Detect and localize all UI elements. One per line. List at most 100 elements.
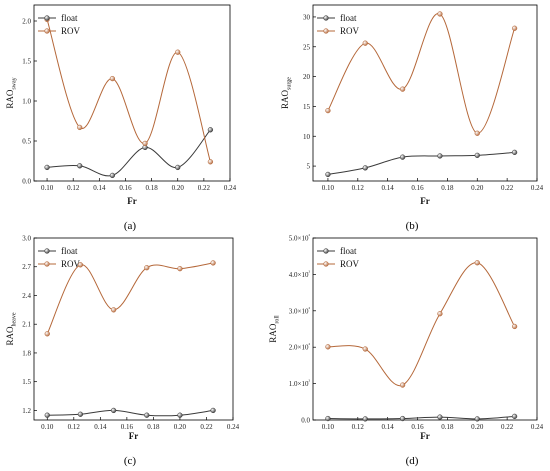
data-point <box>511 25 518 31</box>
y-tick-label: 2.7 <box>22 263 31 271</box>
y-tick-label: 3.0 <box>22 235 31 243</box>
legend-label: ROV <box>61 26 81 36</box>
y-tick-label: 25 <box>303 43 311 51</box>
x-tick-label: 0.10 <box>322 184 335 192</box>
x-tick-label: 0.10 <box>41 423 54 431</box>
y-tick-label: 1.0 <box>22 98 31 106</box>
data-point <box>110 407 117 414</box>
series-line-rov <box>46 19 211 162</box>
data-point <box>144 412 150 418</box>
y-tick-label: 20 <box>303 73 311 81</box>
legend-label: float <box>61 13 78 23</box>
x-tick-label: 0.14 <box>93 184 106 192</box>
y-tick-label: 2.0 <box>22 18 31 26</box>
y-tick-label: 2.0×10² <box>289 343 311 352</box>
plot-frame <box>33 4 231 182</box>
x-tick-label: 0.14 <box>382 423 395 431</box>
y-tick-label: 5 <box>307 163 311 171</box>
x-tick-label: 0.24 <box>227 423 240 431</box>
data-point <box>437 11 443 17</box>
x-tick-label: 0.22 <box>501 423 514 431</box>
data-point <box>325 415 331 422</box>
data-point <box>362 40 368 46</box>
y-tick-label: 5.0×10² <box>289 234 311 243</box>
x-tick-label: 0.24 <box>224 184 237 192</box>
x-axis-title: Fr <box>420 431 430 441</box>
data-point <box>207 159 214 165</box>
x-tick-label: 0.16 <box>121 423 134 431</box>
x-tick-label: 0.14 <box>382 184 395 192</box>
y-tick-label: 30 <box>303 13 311 21</box>
data-point <box>44 164 50 171</box>
y-tick-label: 0.0 <box>301 417 310 425</box>
y-tick-label: 15 <box>303 103 311 111</box>
data-point <box>437 311 443 317</box>
data-point <box>207 127 214 133</box>
data-point <box>399 382 406 388</box>
data-point <box>210 407 216 414</box>
x-tick-label: 0.22 <box>198 184 211 192</box>
x-tick-label: 0.16 <box>119 184 132 192</box>
data-point <box>77 163 83 169</box>
data-point <box>44 331 50 337</box>
y-axis-title: RAOsurge <box>280 77 293 109</box>
y-tick-label: 1.2 <box>22 407 31 415</box>
panel-label: (a) <box>124 220 137 232</box>
legend-marker <box>323 15 329 21</box>
y-tick-label: 2.4 <box>22 292 31 300</box>
data-point <box>77 411 84 417</box>
data-point <box>175 49 181 55</box>
legend-label: float <box>61 246 78 256</box>
panel-label: (b) <box>406 220 419 232</box>
y-tick-label: 1.0×10² <box>289 379 311 388</box>
series-line-float <box>327 415 515 420</box>
x-tick-label: 0.18 <box>145 184 158 192</box>
data-point <box>110 307 117 313</box>
legend-label: ROV <box>340 26 360 36</box>
data-point <box>399 154 406 160</box>
legend-marker <box>44 248 50 254</box>
data-point <box>437 153 443 159</box>
data-point <box>325 171 331 178</box>
data-point <box>511 323 518 330</box>
x-tick-label: 0.20 <box>471 184 484 192</box>
y-axis-title: RAOsway <box>5 77 18 108</box>
chart-panel-c: 0.10 0.12 0.14 0.16 0.18 0.20 0.22 0.24 1.2 1.5 1.… <box>5 235 240 468</box>
y-axis-title: RAOroll <box>268 315 281 343</box>
data-point <box>44 412 50 418</box>
y-tick-label: 2.1 <box>22 321 31 329</box>
legend-marker <box>323 248 329 254</box>
legend-label: float <box>340 13 357 23</box>
y-tick-label: 1.8 <box>22 349 31 357</box>
x-axis-title: Fr <box>129 431 139 441</box>
data-point <box>109 75 116 82</box>
x-tick-label: 0.20 <box>471 423 484 431</box>
data-point <box>437 414 443 420</box>
plot-frame <box>312 237 538 421</box>
data-point <box>474 130 480 136</box>
data-point <box>474 416 480 422</box>
legend-marker <box>44 261 50 267</box>
data-point <box>177 412 183 418</box>
x-tick-label: 0.16 <box>411 184 424 192</box>
x-tick-label: 0.18 <box>147 423 160 431</box>
data-point <box>144 265 150 271</box>
x-tick-label: 0.22 <box>501 184 514 192</box>
series-line-rov <box>46 262 214 335</box>
series-line-float <box>327 151 515 175</box>
x-tick-label: 0.24 <box>531 423 544 431</box>
legend-label: float <box>340 246 357 256</box>
x-tick-label: 0.20 <box>172 184 185 192</box>
y-tick-label: 1.5 <box>22 378 31 386</box>
data-point <box>511 149 518 156</box>
legend-marker <box>323 28 329 34</box>
plot-frame <box>312 4 538 182</box>
y-tick-label: 4.0×10² <box>289 270 311 279</box>
data-point <box>175 164 181 171</box>
data-point <box>362 165 368 171</box>
x-tick-label: 0.10 <box>41 184 54 192</box>
x-tick-label: 0.14 <box>94 423 107 431</box>
x-tick-label: 0.18 <box>441 423 454 431</box>
legend-marker <box>44 28 50 34</box>
